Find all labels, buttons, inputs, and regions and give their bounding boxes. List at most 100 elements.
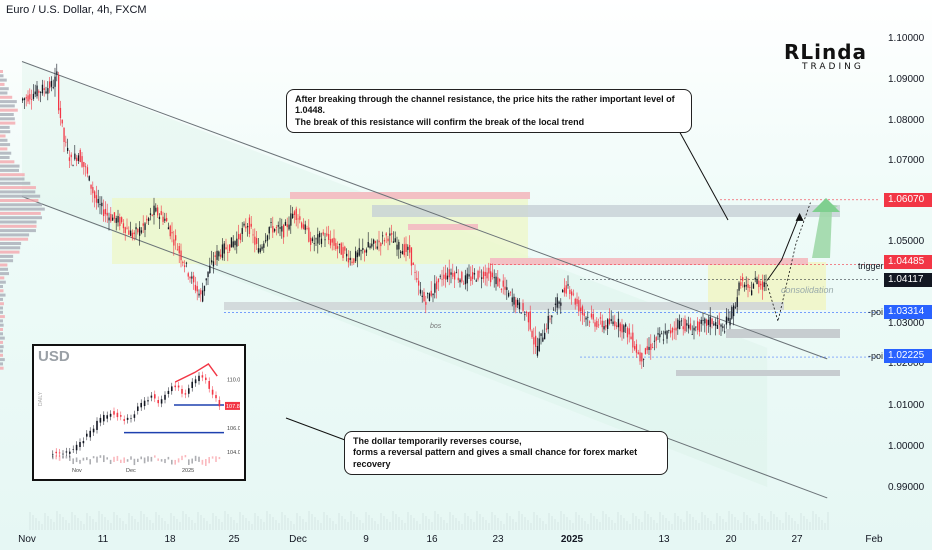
candle-body (194, 284, 197, 291)
candle-body (515, 299, 517, 308)
candle-body (509, 292, 512, 294)
inset-candle-body (147, 400, 149, 402)
volume-profile-bar (0, 280, 6, 284)
candle-body (754, 277, 756, 280)
volume-profile-bar (0, 297, 3, 301)
inset-volume-bar (140, 456, 142, 460)
candle-body (302, 224, 305, 230)
inset-volume-bar (171, 459, 173, 465)
candle-body (385, 233, 387, 236)
x-tick-label: 16 (426, 534, 438, 545)
inset-title: USD (38, 348, 70, 365)
candle-body (340, 243, 342, 255)
volume-profile-bar (0, 138, 8, 142)
volume-profile-bar (0, 237, 29, 241)
callout-bottom-pointer (285, 417, 346, 441)
candle-body (691, 333, 693, 335)
inset-volume-bar (99, 455, 102, 458)
candle-body (67, 147, 69, 151)
inset-candle-body (191, 381, 193, 388)
candle-body (274, 228, 276, 232)
candle-body (477, 270, 479, 280)
volume-profile-bar (0, 211, 41, 215)
inset-volume-bar (160, 459, 163, 462)
volume-profile-bar (0, 233, 30, 237)
y-tick-label: 1.03000 (888, 318, 925, 329)
candle-body (290, 213, 292, 226)
candle-body (124, 227, 126, 233)
candle-body (326, 233, 328, 236)
candle-body (648, 346, 650, 350)
candle-body (747, 284, 749, 288)
candle-body (508, 292, 510, 297)
candle-body (65, 141, 67, 143)
inset-volume-bar (137, 458, 139, 462)
candle-body (671, 328, 674, 333)
candle-body (437, 278, 440, 283)
candle-body (297, 218, 299, 220)
candle-body (238, 233, 240, 240)
candle-body (32, 93, 35, 99)
inset-volume-bar (174, 459, 176, 465)
candle-body (232, 241, 234, 247)
candle-body (603, 326, 605, 330)
candle-body (284, 221, 287, 226)
volume-profile-bar (0, 130, 11, 134)
inset-candle-body (137, 406, 139, 411)
candle-body (220, 254, 222, 257)
candle-body (659, 333, 661, 338)
inset-candle-body (89, 430, 91, 438)
inset-x-tick: 2025 (182, 468, 194, 474)
candle-body (490, 271, 492, 283)
candle-body (466, 273, 468, 284)
poi-label-2: -poi (868, 351, 884, 361)
candle-body (628, 328, 630, 335)
volume-profile-bar (0, 91, 8, 95)
x-tick-label: 20 (725, 534, 737, 545)
candle-body (578, 300, 580, 312)
candle-body (270, 222, 272, 224)
inset-candle-body (215, 395, 217, 399)
candle-body (484, 271, 486, 276)
candle-body (576, 298, 578, 304)
inset-candle-body (65, 451, 68, 453)
volume-profile-bar (0, 259, 14, 263)
brand-logo: RLinda TRADING (784, 40, 866, 76)
candle-body (335, 243, 337, 250)
candle-body (227, 252, 229, 253)
candle-body (221, 244, 224, 258)
x-tick-label: 11 (97, 534, 109, 545)
candle-body (425, 301, 427, 305)
volume-profile-bar (0, 246, 21, 250)
candle-body (673, 328, 675, 330)
candle-body (22, 98, 24, 101)
candle-body (441, 278, 443, 280)
candle-body (686, 323, 688, 326)
candle-body (677, 319, 679, 329)
candle-body (81, 156, 83, 167)
candle-body (580, 307, 582, 312)
candle-body (401, 250, 404, 255)
y-tick-label: 1.09000 (888, 74, 925, 85)
candle-body (342, 247, 344, 259)
y-tick-label: 1.10000 (888, 33, 925, 44)
inset-candle-body (123, 419, 125, 421)
inset-candle-body (126, 417, 129, 420)
candle-body (90, 184, 92, 189)
candle-body (281, 226, 283, 232)
inset-price-pill: 107.82 (226, 404, 240, 410)
candle-body (212, 261, 215, 267)
candle-body (306, 227, 308, 229)
inset-volume-bar (177, 458, 180, 463)
candle-body (529, 311, 531, 330)
x-tick-label: 9 (363, 534, 369, 545)
candle-body (241, 228, 243, 234)
inset-candle-body (79, 442, 81, 448)
candle-body (493, 277, 495, 279)
candle-body (175, 235, 177, 241)
candle-body (162, 216, 164, 222)
candle-body (110, 213, 112, 222)
candle-body (362, 247, 364, 251)
